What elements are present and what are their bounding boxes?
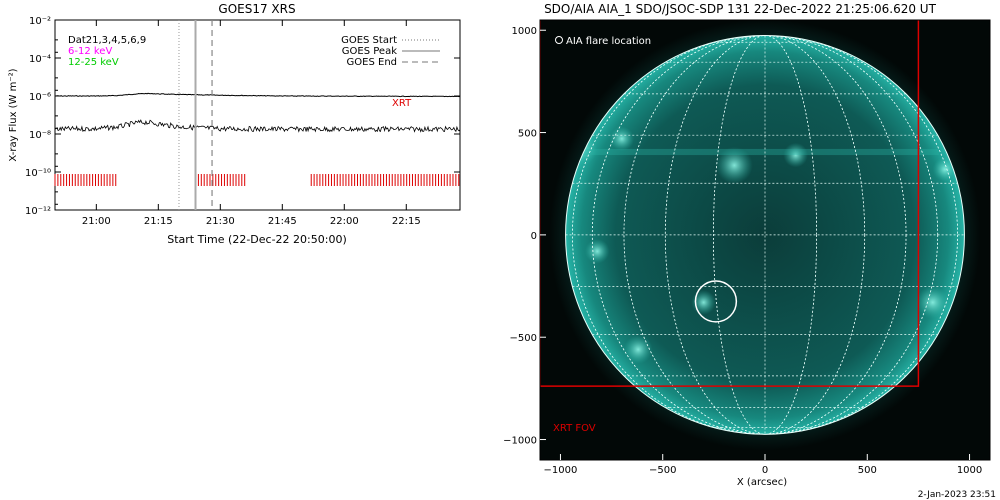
longitude-line [572, 35, 958, 435]
bright-region [585, 238, 610, 264]
bright-region [916, 286, 950, 319]
bright-region [691, 290, 716, 315]
aia-title: SDO/AIA AIA_1 SDO/JSOC-SDP 131 22-Dec-20… [544, 2, 937, 16]
xrt-label: XRT [392, 98, 412, 109]
legend-goes-start: GOES Start [341, 35, 397, 46]
series-line-6-12kev [55, 92, 461, 98]
aia-flare-location-marker [694, 280, 738, 323]
goes-channel-list: Dat21,3,4,5,6,9 [68, 35, 146, 46]
x-tick-label: 22:00 [330, 216, 359, 227]
y-tick-label: 10⁻¹⁰ [25, 168, 51, 179]
x-tick-label: 0 [762, 465, 768, 476]
longitude-line [713, 35, 817, 435]
goes-title: GOES17 XRS [218, 2, 295, 16]
bright-region [715, 146, 753, 184]
goes-xrs-chart: GOES17 XRS 10⁻¹² 10⁻¹⁰ 10⁻⁸ 10⁻⁶ 10⁻⁴ 10⁻² 21… [8, 2, 461, 246]
x-tick-label: 21:15 [144, 216, 173, 227]
aia-image-panel: SDO/AIA AIA_1 SDO/JSOC-SDP 131 22-Dec-20… [503, 2, 991, 488]
y-tick-label: −1000 [503, 436, 537, 447]
aia-xlabel: X (arcsec) [737, 477, 787, 488]
y-tick-label: 0 [531, 231, 537, 242]
goes-channel-1-label: 6-12 keV [68, 46, 112, 57]
x-tick-label: 1000 [957, 465, 982, 476]
aia-legend: AIA flare location [566, 36, 651, 47]
x-tick-label: 21:00 [82, 216, 111, 227]
legend-circle-icon [555, 36, 563, 44]
solar-disk [565, 35, 965, 435]
y-tick-label: 500 [518, 129, 537, 140]
xrt-fov-label: XRT FOV [553, 423, 596, 434]
x-tick-label: 21:30 [206, 216, 235, 227]
y-tick-label: 10⁻² [29, 16, 51, 27]
bright-region [623, 335, 653, 364]
active-band [580, 148, 939, 156]
solar-limb [565, 34, 965, 435]
legend-goes-peak: GOES Peak [342, 46, 397, 57]
y-tick-label: −500 [510, 333, 537, 344]
series-line-12-25kev [54, 119, 461, 133]
longitude-line [664, 35, 866, 435]
longitude-line [623, 35, 907, 435]
x-tick-label: 21:45 [268, 216, 297, 227]
x-tick-label: 22:15 [392, 216, 421, 227]
footer-timestamp: 2-Jan-2023 23:51 [917, 490, 996, 500]
goes-ylabel: X-ray Flux (W m⁻²) [8, 68, 19, 161]
legend-goes-end: GOES End [347, 57, 397, 68]
x-tick-label: 500 [858, 465, 877, 476]
bright-region [609, 126, 635, 151]
y-tick-label: 10⁻⁸ [29, 130, 51, 141]
bright-region [783, 142, 808, 168]
y-tick-label: 1000 [512, 26, 537, 37]
goes-xlabel: Start Time (22-Dec-22 20:50:00) [167, 233, 347, 246]
xrt-fov-box [540, 20, 920, 387]
goes-channel-2-label: 12-25 keV [68, 57, 119, 68]
x-tick-label: −500 [649, 465, 676, 476]
x-tick-label: −1000 [544, 465, 578, 476]
y-tick-label: 10⁻⁶ [29, 92, 51, 103]
longitude-line [591, 35, 939, 435]
y-tick-label: 10⁻⁴ [29, 54, 51, 65]
y-tick-label: 10⁻¹² [25, 206, 51, 217]
